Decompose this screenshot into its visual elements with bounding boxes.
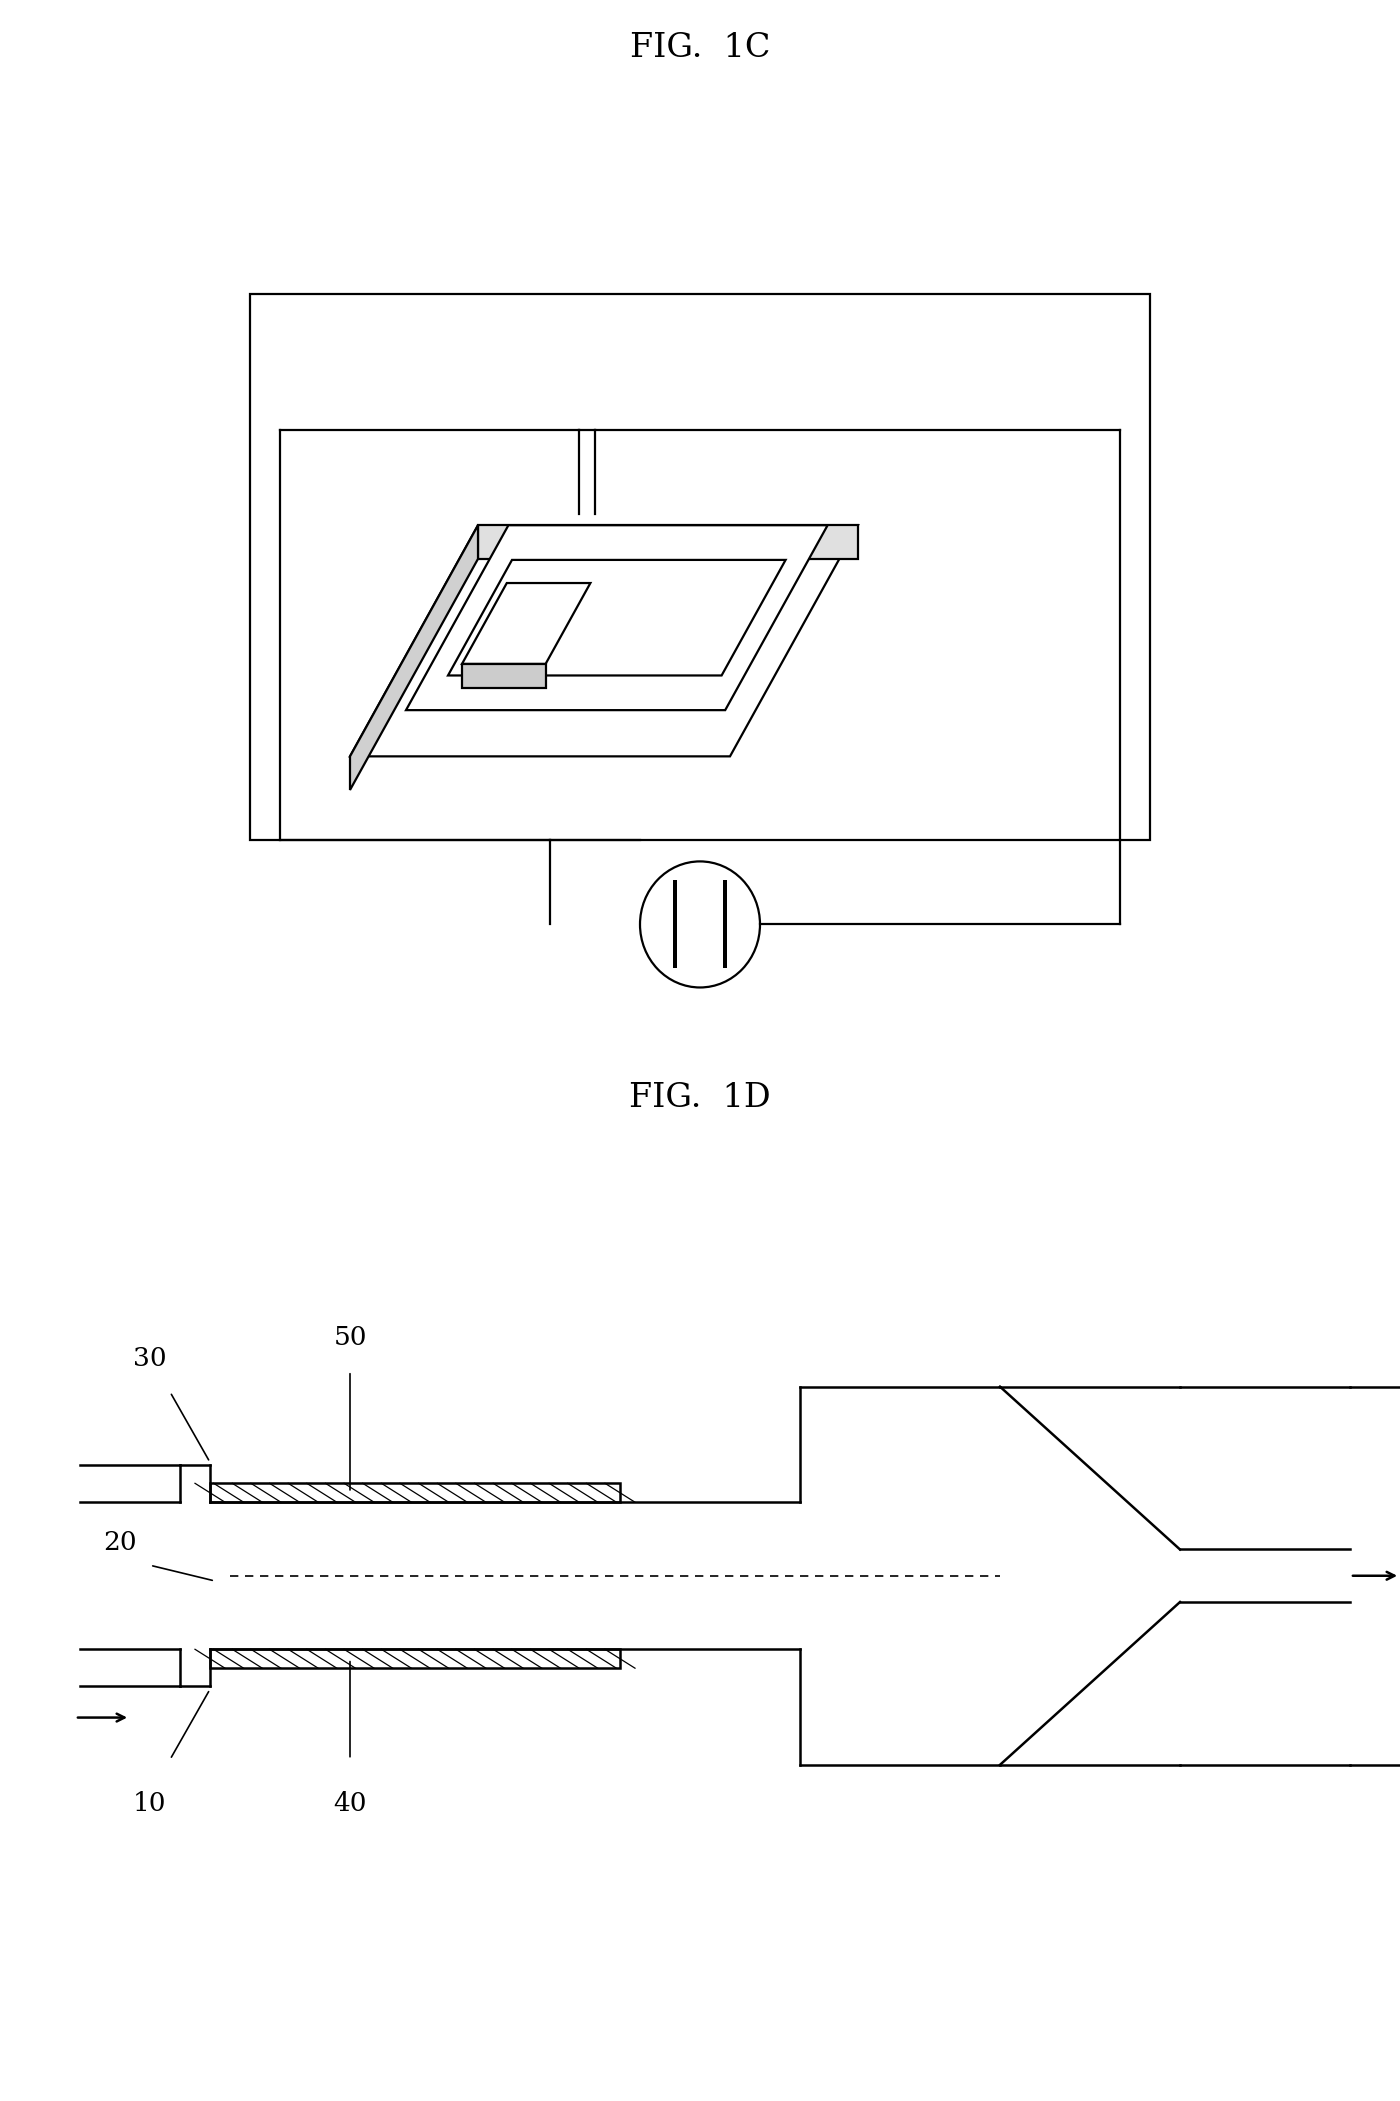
Text: 50: 50	[333, 1326, 367, 1349]
Polygon shape	[462, 582, 591, 664]
Polygon shape	[462, 664, 546, 687]
Text: 10: 10	[133, 1790, 167, 1815]
Bar	[210, 1483, 620, 1502]
Text: FIG.  1C: FIG. 1C	[630, 32, 770, 63]
Text: 40: 40	[333, 1790, 367, 1815]
Polygon shape	[350, 525, 858, 756]
Text: 30: 30	[133, 1347, 167, 1370]
Polygon shape	[477, 525, 858, 559]
Bar	[210, 1649, 620, 1668]
Polygon shape	[350, 525, 477, 790]
Text: FIG.  1D: FIG. 1D	[629, 1082, 771, 1114]
Polygon shape	[448, 559, 785, 677]
Polygon shape	[406, 525, 827, 710]
Text: 20: 20	[104, 1530, 137, 1555]
Polygon shape	[251, 294, 1149, 840]
